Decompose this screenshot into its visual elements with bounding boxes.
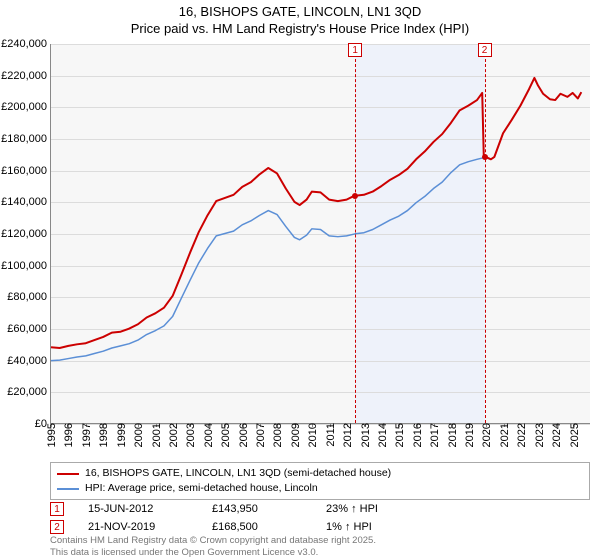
x-axis-label: 2010 [307, 423, 319, 451]
x-axis-label: 2016 [412, 423, 424, 451]
transaction-price: £168,500 [212, 521, 302, 533]
transaction-hpi: 23% ↑ HPI [326, 503, 426, 515]
x-axis-label: 2014 [377, 423, 389, 451]
x-axis-label: 2012 [342, 423, 354, 451]
x-axis-label: 2015 [394, 423, 406, 451]
chart-marker-dot [482, 154, 488, 160]
y-axis-label: £100,000 [1, 260, 51, 272]
x-axis-label: 2004 [203, 423, 215, 451]
x-axis-label: 2011 [325, 423, 337, 451]
x-axis-label: 2025 [569, 423, 581, 451]
legend-label-hpi: HPI: Average price, semi-detached house,… [85, 481, 318, 496]
legend-item-price-paid: 16, BISHOPS GATE, LINCOLN, LN1 3QD (semi… [57, 466, 583, 481]
x-axis-label: 2001 [151, 423, 163, 451]
x-axis-label: 2005 [220, 423, 232, 451]
x-axis-label: 1995 [46, 423, 58, 451]
title-line-2: Price paid vs. HM Land Registry's House … [0, 21, 600, 38]
attribution-text: Contains HM Land Registry data © Crown c… [50, 535, 590, 558]
y-axis-label: £180,000 [1, 133, 51, 145]
attribution-line-2: This data is licensed under the Open Gov… [50, 547, 590, 558]
y-axis-label: £120,000 [1, 228, 51, 240]
y-axis-label: £60,000 [7, 323, 51, 335]
x-axis-label: 2024 [551, 423, 563, 451]
x-axis-label: 2023 [534, 423, 546, 451]
chart-marker-box: 2 [478, 43, 492, 57]
x-axis-label: 2007 [255, 423, 267, 451]
transaction-row: 1 15-JUN-2012 £143,950 23% ↑ HPI [50, 500, 590, 518]
x-axis-label: 2021 [499, 423, 511, 451]
x-axis-label: 1998 [98, 423, 110, 451]
attribution-line-1: Contains HM Land Registry data © Crown c… [50, 535, 590, 546]
y-axis-label: £80,000 [7, 291, 51, 303]
series-hpi [51, 78, 581, 361]
transaction-marker: 1 [50, 502, 64, 516]
x-axis-label: 1997 [81, 423, 93, 451]
chart-legend: 16, BISHOPS GATE, LINCOLN, LN1 3QD (semi… [50, 462, 590, 500]
x-axis-label: 2013 [360, 423, 372, 451]
x-axis-label: 2022 [516, 423, 528, 451]
y-axis-label: £160,000 [1, 165, 51, 177]
transaction-row: 2 21-NOV-2019 £168,500 1% ↑ HPI [50, 518, 590, 536]
y-axis-label: £140,000 [1, 196, 51, 208]
x-axis-label: 2020 [481, 423, 493, 451]
x-axis-label: 1996 [63, 423, 75, 451]
y-axis-label: £220,000 [1, 70, 51, 82]
y-axis-label: £240,000 [1, 38, 51, 50]
transaction-date: 15-JUN-2012 [88, 503, 188, 515]
chart-marker-box: 1 [348, 43, 362, 57]
x-axis-label: 2000 [133, 423, 145, 451]
legend-swatch-hpi [57, 488, 79, 490]
x-axis-label: 2019 [464, 423, 476, 451]
x-axis-label: 2003 [185, 423, 197, 451]
legend-item-hpi: HPI: Average price, semi-detached house,… [57, 481, 583, 496]
y-axis-label: £40,000 [7, 355, 51, 367]
transaction-date: 21-NOV-2019 [88, 521, 188, 533]
title-line-1: 16, BISHOPS GATE, LINCOLN, LN1 3QD [0, 4, 600, 21]
transaction-hpi: 1% ↑ HPI [326, 521, 426, 533]
x-axis-label: 2009 [290, 423, 302, 451]
series-price-paid [51, 78, 581, 348]
transaction-price: £143,950 [212, 503, 302, 515]
legend-swatch-price-paid [57, 473, 79, 475]
chart-container: 16, BISHOPS GATE, LINCOLN, LN1 3QD Price… [0, 0, 600, 560]
chart-plot-area: £0£20,000£40,000£60,000£80,000£100,000£1… [50, 44, 590, 424]
x-axis-label: 2002 [168, 423, 180, 451]
x-axis-label: 2017 [429, 423, 441, 451]
transaction-marker: 2 [50, 520, 64, 534]
x-axis-label: 1999 [116, 423, 128, 451]
legend-label-price-paid: 16, BISHOPS GATE, LINCOLN, LN1 3QD (semi… [85, 466, 391, 481]
chart-lines [51, 44, 590, 423]
chart-title: 16, BISHOPS GATE, LINCOLN, LN1 3QD Price… [0, 0, 600, 38]
y-axis-label: £20,000 [7, 386, 51, 398]
x-axis-label: 2006 [238, 423, 250, 451]
transaction-table: 1 15-JUN-2012 £143,950 23% ↑ HPI 2 21-NO… [50, 500, 590, 536]
x-axis-label: 2018 [447, 423, 459, 451]
y-axis-label: £200,000 [1, 101, 51, 113]
x-axis-label: 2008 [272, 423, 284, 451]
chart-marker-dot [352, 193, 358, 199]
